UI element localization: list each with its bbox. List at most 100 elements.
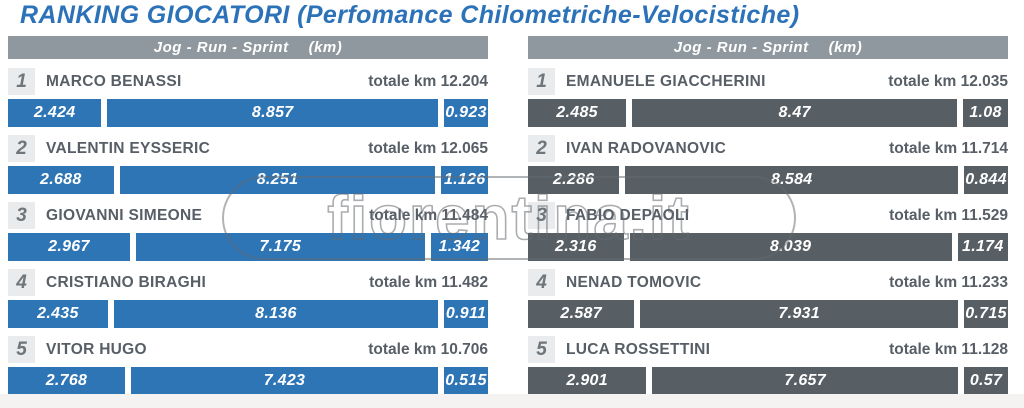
player-name-line: 1 EMANUELE GIACCHERINI totale km 12.035: [528, 68, 1008, 95]
bar-segment-sprint: 0.911: [444, 300, 488, 328]
bar-segment-jog: 2.316: [528, 233, 624, 261]
bar-segment-sprint: 1.126: [441, 166, 488, 194]
player-row: 3 FABIO DEPAOLI totale km 11.529 2.316 8.…: [528, 202, 1009, 261]
bar-segment-sprint: 0.57: [964, 367, 1008, 395]
bar-segment-sprint: 0.515: [444, 367, 488, 395]
player-row: 2 IVAN RADOVANOVIC totale km 11.714 2.28…: [528, 135, 1008, 194]
header-unit-label: (km): [308, 39, 343, 56]
bar-segment-run: 7.931: [640, 300, 958, 328]
player-row: 5 VITOR HUGO totale km 10.706 2.768 7.423…: [8, 336, 488, 395]
rank-badge: 1: [8, 68, 35, 95]
bar-segment-jog: 2.485: [528, 99, 627, 127]
player-name-line: 4 CRISTIANO BIRAGHI totale km 11.482: [8, 269, 488, 296]
header-metrics-label: Jog - Run - Sprint: [673, 39, 809, 56]
column-body: 1 MARCO BENASSI totale km 12.204 2.424 8.…: [8, 68, 488, 395]
player-name-line: 4 NENAD TOMOVIC totale km 11.233: [528, 269, 1008, 296]
column-body: 1 EMANUELE GIACCHERINI totale km 12.035 …: [528, 68, 1009, 395]
bar-segment-sprint: 1.342: [430, 233, 488, 261]
bar-segment-run: 8.039: [629, 233, 952, 261]
column-header: Jog - Run - Sprint (km): [528, 36, 1008, 59]
player-name: MARCO BENASSI: [46, 72, 182, 90]
bar-segment-run: 8.584: [625, 166, 958, 194]
bar-segment-sprint: 1.08: [963, 99, 1008, 127]
rank-badge: 2: [528, 135, 555, 162]
total-km: totale km 11.233: [889, 273, 1008, 291]
player-name: NENAD TOMOVIC: [566, 273, 702, 291]
bar-segment-jog: 2.901: [528, 367, 647, 395]
bar-segment-sprint: 0.923: [444, 99, 488, 127]
player-row: 1 MARCO BENASSI totale km 12.204 2.424 8.…: [8, 68, 488, 127]
total-km: totale km 12.204: [368, 72, 488, 90]
ranking-column: Jog - Run - Sprint (km) 1 MARCO BENASSI …: [8, 36, 488, 403]
bar: 2.316 8.039 1.174: [528, 233, 1009, 261]
total-km: totale km 10.706: [368, 340, 488, 358]
player-name-line: 3 GIOVANNI SIMEONE totale km 11.484: [8, 202, 488, 229]
player-row: 2 VALENTIN EYSSERIC totale km 12.065 2.6…: [8, 135, 488, 194]
bar-segment-run: 8.251: [119, 166, 436, 194]
bar: 2.286 8.584 0.844: [528, 166, 1008, 194]
player-row: 4 CRISTIANO BIRAGHI totale km 11.482 2.4…: [8, 269, 488, 328]
ranking-columns: Jog - Run - Sprint (km) 1 MARCO BENASSI …: [8, 36, 1009, 403]
bar: 2.688 8.251 1.126: [8, 166, 488, 194]
rank-badge: 3: [8, 202, 35, 229]
rank-badge: 5: [528, 336, 555, 363]
player-name: GIOVANNI SIMEONE: [46, 206, 203, 224]
bar: 2.587 7.931 0.715: [528, 300, 1008, 328]
bar-segment-jog: 2.688: [8, 166, 114, 194]
rank-badge: 3: [528, 202, 555, 229]
bar-segment-jog: 2.967: [8, 233, 130, 261]
bar: 2.424 8.857 0.923: [8, 99, 488, 127]
total-km: totale km 12.065: [368, 139, 488, 157]
bar-segment-run: 7.657: [652, 367, 958, 395]
total-km: totale km 11.484: [369, 206, 488, 224]
bar-segment-run: 8.136: [113, 300, 438, 328]
player-name: FABIO DEPAOLI: [566, 206, 690, 224]
rank-badge: 5: [8, 336, 35, 363]
player-name: CRISTIANO BIRAGHI: [46, 273, 207, 291]
player-name: IVAN RADOVANOVIC: [566, 139, 727, 157]
bar-segment-jog: 2.286: [528, 166, 620, 194]
rank-badge: 4: [528, 269, 555, 296]
bar-segment-sprint: 0.715: [964, 300, 1008, 328]
player-name-line: 5 LUCA ROSSETTINI totale km 11.128: [528, 336, 1008, 363]
bottom-strip: [0, 394, 1024, 408]
bar-segment-sprint: 0.844: [964, 166, 1008, 194]
total-km: totale km 11.482: [369, 273, 488, 291]
header-metrics-label: Jog - Run - Sprint: [153, 39, 289, 56]
page-title: RANKING GIOCATORI (Perfomance Chilometri…: [20, 1, 800, 29]
bar: 2.435 8.136 0.911: [8, 300, 488, 328]
player-row: 1 EMANUELE GIACCHERINI totale km 12.035 …: [528, 68, 1008, 127]
bar-segment-sprint: 1.174: [957, 233, 1009, 261]
total-km: totale km 12.035: [888, 72, 1008, 90]
player-row: 4 NENAD TOMOVIC totale km 11.233 2.587 7.…: [528, 269, 1008, 328]
header-unit-label: (km): [828, 39, 863, 56]
bar-segment-jog: 2.587: [528, 300, 635, 328]
total-km: totale km 11.128: [889, 340, 1008, 358]
total-km: totale km 11.714: [889, 139, 1008, 157]
player-name: VALENTIN EYSSERIC: [46, 139, 211, 157]
player-name-line: 2 VALENTIN EYSSERIC totale km 12.065: [8, 135, 488, 162]
player-row: 3 GIOVANNI SIMEONE totale km 11.484 2.96…: [8, 202, 488, 261]
player-name-line: 1 MARCO BENASSI totale km 12.204: [8, 68, 488, 95]
bar: 2.485 8.47 1.08: [528, 99, 1008, 127]
player-name-line: 3 FABIO DEPAOLI totale km 11.529: [528, 202, 1008, 229]
bar-segment-run: 8.857: [107, 99, 438, 127]
ranking-column: Jog - Run - Sprint (km) 1 EMANUELE GIACC…: [528, 36, 1009, 403]
bar-segment-jog: 2.435: [8, 300, 108, 328]
rank-badge: 4: [8, 269, 35, 296]
player-row: 5 LUCA ROSSETTINI totale km 11.128 2.901…: [528, 336, 1008, 395]
player-name: EMANUELE GIACCHERINI: [566, 72, 766, 90]
rank-badge: 1: [528, 68, 555, 95]
bar-segment-run: 7.175: [135, 233, 425, 261]
rank-badge: 2: [8, 135, 35, 162]
bar: 2.901 7.657 0.57: [528, 367, 1008, 395]
bar-segment-run: 7.423: [130, 367, 438, 395]
bar: 2.768 7.423 0.515: [8, 367, 488, 395]
bar: 2.967 7.175 1.342: [8, 233, 488, 261]
bar-segment-jog: 2.424: [8, 99, 102, 127]
player-name: VITOR HUGO: [46, 340, 147, 358]
total-km: totale km 11.529: [889, 206, 1008, 224]
player-name-line: 5 VITOR HUGO totale km 10.706: [8, 336, 488, 363]
bar-segment-run: 8.47: [632, 99, 958, 127]
bar-segment-jog: 2.768: [8, 367, 125, 395]
